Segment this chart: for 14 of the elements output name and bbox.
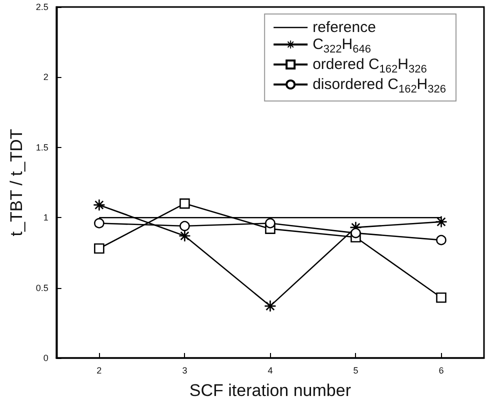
- y-tick-label: 0.5: [36, 282, 48, 293]
- y-tick-label: 2.5: [36, 2, 48, 12]
- x-tick-label: 3: [182, 366, 188, 376]
- x-axis-title: SCF iteration number: [189, 381, 352, 400]
- y-tick-label: 1.5: [36, 142, 48, 152]
- x-tick-label: 6: [438, 366, 444, 376]
- y-tick-label: 0: [43, 353, 48, 363]
- legend-label: reference: [312, 19, 376, 36]
- x-tick-label: 2: [96, 366, 102, 376]
- y-tick-label: 1: [43, 212, 48, 223]
- x-tick-label: 4: [268, 366, 273, 376]
- y-tick-label: 2: [43, 72, 48, 82]
- x-tick-label: 5: [353, 366, 358, 376]
- y-axis-title: t_TBT / t_TDT: [7, 128, 26, 236]
